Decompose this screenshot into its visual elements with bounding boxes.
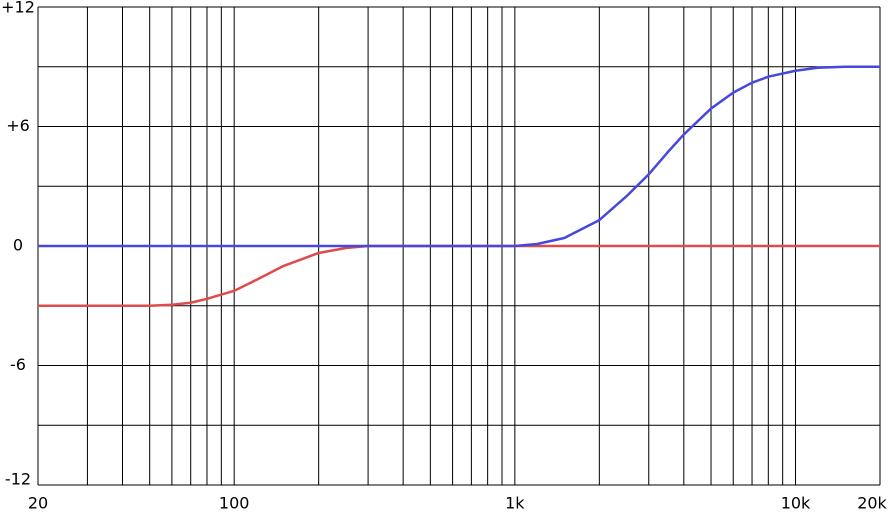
x-tick-label: 20k	[857, 494, 887, 512]
response-curve	[38, 244, 880, 307]
x-tick-label: 100	[219, 494, 250, 512]
response-curve	[38, 65, 880, 248]
y-tick-label: -12	[5, 470, 31, 489]
x-tick-label: 20	[28, 494, 48, 512]
y-tick-label: +12	[1, 0, 35, 17]
y-tick-label: +6	[6, 116, 30, 135]
x-tick-label: 10k	[781, 494, 811, 512]
y-tick-label: -6	[10, 355, 26, 374]
y-tick-label: 0	[13, 236, 23, 255]
x-tick-label: 1k	[505, 494, 525, 512]
